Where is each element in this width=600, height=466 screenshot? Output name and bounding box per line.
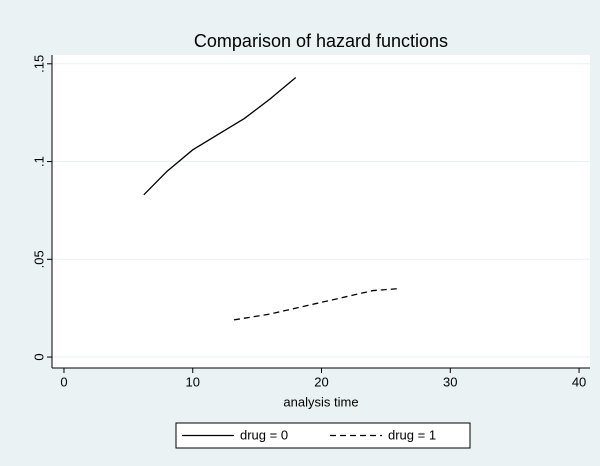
x-tick-label: 30 [443, 374, 457, 389]
legend-label: drug = 1 [388, 427, 436, 442]
x-tick-label: 10 [186, 374, 200, 389]
legend-label: drug = 0 [240, 427, 288, 442]
line-series [143, 76, 297, 196]
x-axis-label: analysis time [283, 394, 358, 409]
y-tick-label: .15 [31, 55, 46, 73]
y-tick-label: .1 [31, 156, 46, 167]
x-tick-label: 40 [572, 374, 586, 389]
y-tick-label: .05 [31, 250, 46, 268]
chart-title: Comparison of hazard functions [194, 31, 448, 51]
x-tick-label: 20 [314, 374, 328, 389]
line-series [233, 287, 399, 321]
plot-area [52, 55, 590, 368]
y-tick-label: 0 [31, 353, 46, 360]
x-tick-label: 0 [60, 374, 67, 389]
